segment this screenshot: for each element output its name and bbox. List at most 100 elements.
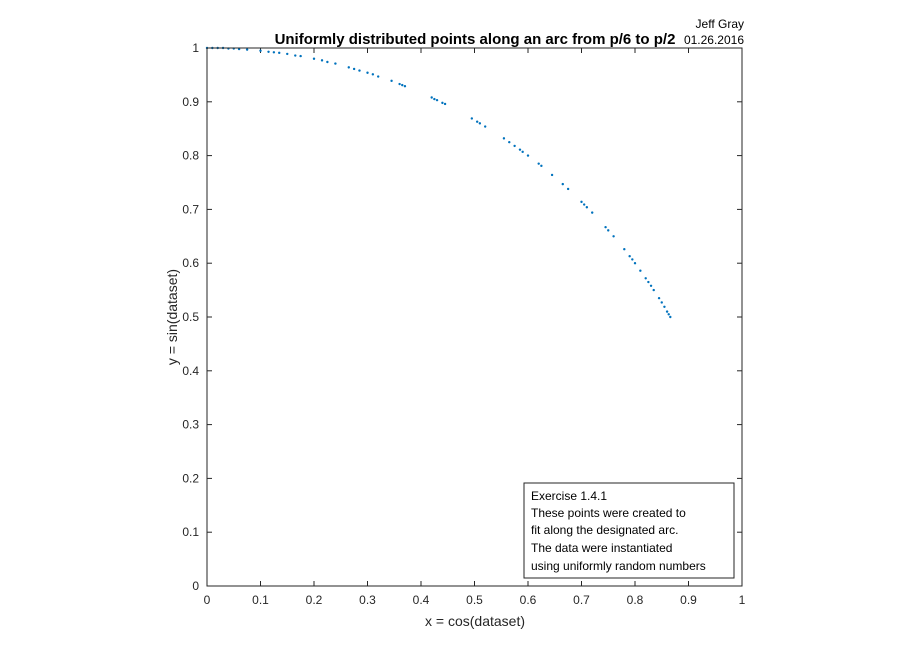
plot-area-frame [206, 47, 743, 587]
y-tick-label: 0.8 [182, 149, 199, 163]
data-point [580, 200, 583, 204]
annotation-line: fit along the designated arc. [531, 523, 678, 537]
data-point [518, 148, 522, 151]
date-label: 01.26.2016 [684, 33, 744, 47]
x-tick-label: 0.4 [413, 593, 430, 607]
data-point [639, 269, 642, 272]
data-point [320, 59, 324, 62]
chart-title: Uniformly distributed points along an ar… [275, 31, 676, 48]
data-point [665, 310, 669, 313]
data-point [550, 173, 554, 177]
x-tick-label: 0.9 [680, 593, 697, 607]
data-point [657, 296, 661, 300]
y-tick-label: 0.4 [182, 364, 199, 378]
data-point [470, 117, 474, 120]
data-point [286, 52, 289, 56]
y-tick-label: 0.3 [182, 418, 199, 432]
data-point [484, 125, 487, 128]
data-point [644, 277, 647, 280]
data-point [561, 182, 564, 186]
y-tick-label: 0.7 [182, 202, 199, 216]
data-point [513, 144, 516, 148]
annotation-frame [523, 482, 735, 579]
data-point [435, 98, 439, 102]
data-point [612, 235, 615, 238]
x-tick-label: 0.7 [573, 593, 590, 607]
y-tick-label: 0 [192, 579, 199, 593]
data-point [401, 83, 404, 87]
data-point [475, 120, 479, 123]
data-point [443, 102, 447, 106]
x-tick-label: 0.6 [520, 593, 537, 607]
data-point [312, 57, 316, 60]
data-point [259, 49, 262, 52]
data-point [623, 248, 626, 251]
y-tick-label: 0.9 [182, 95, 199, 109]
data-point [294, 54, 297, 57]
annotation-box: Exercise 1.4.1 These points were created… [523, 482, 735, 579]
data-point [430, 96, 433, 99]
x-tick-label: 0.3 [359, 593, 376, 607]
data-point [502, 137, 506, 140]
data-point [358, 69, 361, 72]
data-point [604, 225, 607, 229]
x-tick-label: 0 [204, 593, 211, 607]
x-tick-label: 0.5 [466, 593, 483, 607]
data-point [403, 84, 407, 88]
x-tick-label: 0.2 [306, 593, 323, 607]
y-tick-label: 1 [192, 41, 199, 55]
data-point [267, 50, 270, 53]
y-tick-label: 0.1 [182, 525, 199, 539]
data-point [371, 73, 375, 76]
data-point [631, 258, 634, 261]
ticks: 0 0.1 0.2 0.3 0.4 0.5 0.6 0.7 0.8 0.9 1 0 0.1 0.2 0.3 0… [182, 41, 745, 607]
data-points [205, 46, 672, 319]
data-point [663, 305, 666, 308]
y-tick-label: 0.6 [182, 256, 199, 270]
author-label: Jeff Gray [696, 17, 744, 31]
data-point [540, 164, 543, 168]
data-point [478, 122, 482, 125]
data-point [566, 187, 570, 191]
annotation-line: The data were instantiated [531, 541, 672, 555]
y-tick-label: 0.5 [182, 310, 199, 324]
x-axis-label: x = cos(dataset) [425, 613, 525, 629]
data-point [660, 301, 663, 304]
data-point [326, 60, 329, 64]
annotation-line: These points were created to [531, 506, 686, 520]
data-point [521, 150, 524, 154]
data-point [334, 62, 337, 65]
data-point [667, 313, 670, 316]
data-point [377, 75, 380, 78]
data-point [366, 71, 369, 74]
data-point [526, 154, 530, 157]
data-point [607, 229, 610, 232]
x-tick-label: 1 [739, 593, 746, 607]
data-point [582, 203, 586, 206]
data-point [628, 255, 631, 258]
data-point [352, 67, 356, 71]
data-point [347, 66, 350, 69]
data-point [585, 206, 589, 209]
data-point [433, 97, 436, 101]
y-axis-label: y = sin(dataset) [164, 269, 180, 365]
data-point [272, 51, 276, 54]
data-point [591, 211, 594, 214]
data-point [647, 280, 650, 284]
data-point [278, 51, 281, 55]
annotation-line: Exercise 1.4.1 [531, 489, 607, 503]
x-tick-label: 0.8 [627, 593, 644, 607]
x-tick-label: 0.1 [252, 593, 269, 607]
data-point [245, 48, 249, 51]
data-point [652, 288, 655, 292]
data-point [633, 262, 637, 265]
data-point [508, 140, 511, 144]
data-point [398, 82, 401, 86]
data-point [299, 54, 302, 58]
y-tick-label: 0.2 [182, 471, 199, 485]
data-point [537, 162, 540, 165]
data-point [649, 284, 653, 287]
data-point [669, 315, 672, 319]
